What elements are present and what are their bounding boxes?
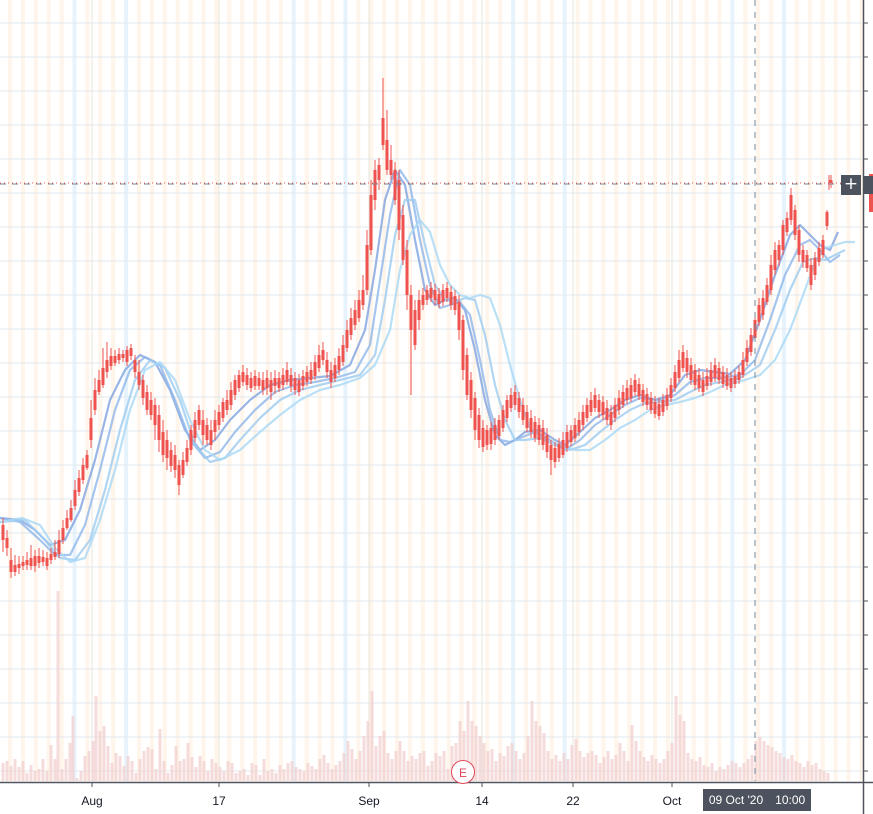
crosshair-time-badge: 09 Oct '20 10:00 [703, 789, 811, 811]
time-axis-labels: Aug 17 Sep 14 22 Oct [81, 782, 682, 808]
add-alert-plus-button[interactable]: + [841, 175, 861, 195]
crosshair-price-tag [863, 176, 873, 194]
time-axis-label: Oct [663, 794, 682, 808]
time-axis-label: 17 [212, 794, 226, 808]
time-axis-label: Aug [81, 794, 102, 808]
moving-average-lines [0, 168, 855, 564]
volume-bars [1, 591, 830, 781]
time-axis-label: 22 [566, 794, 580, 808]
candlesticks [1, 78, 833, 578]
plus-icon: + [843, 174, 859, 194]
time-axis-label: Sep [358, 794, 380, 808]
time-badge-date: 09 Oct '20 [708, 793, 764, 807]
time-badge-time: 10:00 [775, 793, 806, 807]
time-axis-label: 14 [475, 794, 489, 808]
earnings-marker-button[interactable]: E [451, 760, 475, 784]
earnings-label: E [458, 766, 467, 780]
